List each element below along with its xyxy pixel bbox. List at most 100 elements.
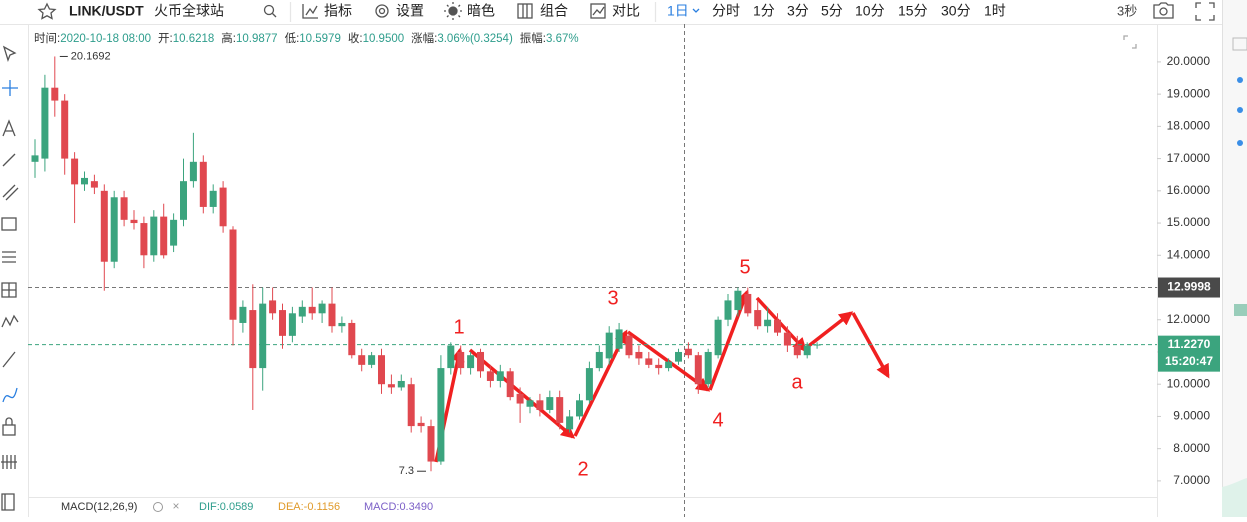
candle-body (417, 422, 425, 427)
tool-button[interactable]: 暗色 (467, 3, 495, 19)
info-value: 10.5979 (299, 33, 341, 45)
candle-body (407, 384, 415, 427)
screenshot-icon[interactable] (1153, 2, 1174, 19)
candle-body (110, 197, 118, 262)
info-value: 3.67% (546, 33, 579, 45)
wave-label: 4 (712, 409, 723, 431)
candle-body (140, 223, 148, 256)
candle-body (615, 329, 623, 349)
candle-body (486, 371, 494, 381)
interval-button[interactable]: 1时 (984, 3, 1006, 19)
candle-body (576, 400, 583, 417)
candle-body (130, 219, 138, 224)
interval-button[interactable]: 1日 (667, 3, 689, 19)
info-label: 涨幅: (411, 32, 437, 45)
ohlc-info: 时间:2020-10-18 08:00 开:10.6218 高:10.9877 低:1… (34, 31, 579, 45)
candle-body (675, 351, 682, 362)
fib-tool[interactable] (2, 251, 16, 263)
toolbar (0, 0, 1247, 24)
tool-button[interactable]: 对比 (612, 3, 640, 19)
min-marker-label: 7.3 (399, 465, 414, 477)
delete-tool[interactable] (1, 493, 15, 511)
info-label: 开: (158, 33, 173, 45)
y-tick-label: 8.0000 (1173, 441, 1210, 455)
candle-body (803, 345, 811, 356)
symbol[interactable]: LINK/USDT (69, 3, 144, 19)
brush-tool[interactable] (2, 387, 18, 403)
text-tool[interactable] (2, 119, 16, 137)
line-tool[interactable] (2, 153, 16, 167)
refresh-rate[interactable]: 3秒 (1117, 3, 1137, 18)
tool-button[interactable]: 组合 (540, 3, 568, 19)
candle-body (665, 361, 673, 369)
wave-tool[interactable] (1, 314, 19, 328)
y-tick-label: 19.0000 (1167, 86, 1211, 100)
candle-body (249, 310, 257, 369)
rect-tool[interactable] (1, 217, 17, 231)
candle-body (160, 216, 168, 256)
layout-icon[interactable] (517, 3, 533, 19)
candle-body (61, 100, 69, 159)
candle-body (793, 345, 801, 356)
wave-label: 5 (739, 256, 750, 278)
candle-body (625, 335, 633, 356)
crosshair-price-box (1158, 277, 1220, 298)
candle-body (536, 400, 544, 410)
grid-tool[interactable] (1, 282, 17, 298)
indicator-name[interactable]: MACD(12,26,9) (61, 501, 137, 513)
candle-body (259, 303, 267, 369)
info-label: 高: (221, 31, 236, 45)
candle-body (298, 306, 306, 317)
tool-button[interactable]: 设置 (396, 3, 424, 19)
wave-label: 1 (453, 316, 464, 338)
crosshair-tool[interactable] (2, 80, 18, 96)
candle-body (189, 161, 197, 182)
interval-button[interactable]: 分时 (712, 3, 740, 19)
fullscreen-icon[interactable] (1195, 2, 1215, 21)
candle-body (170, 219, 178, 246)
candle-body (734, 290, 742, 311)
candle-body (556, 397, 564, 423)
favorite-icon[interactable] (37, 2, 57, 20)
candle-body (714, 319, 722, 356)
tool-button[interactable]: 指标 (324, 3, 352, 19)
lock-tool[interactable] (2, 424, 16, 436)
cursor-tool[interactable] (2, 45, 17, 62)
candle-body (100, 190, 108, 262)
y-tick-label: 10.0000 (1167, 376, 1211, 390)
interval-dropdown[interactable] (692, 8, 700, 13)
interval-button[interactable]: 30分 (941, 3, 971, 19)
side-panel (1222, 0, 1247, 517)
interval-button[interactable]: 1分 (753, 3, 775, 19)
candle-body (51, 87, 59, 101)
info-value: 10.6218 (173, 33, 215, 45)
magnet-tool[interactable] (1, 455, 17, 469)
settings-icon[interactable] (375, 4, 389, 18)
candle-body (724, 300, 732, 320)
candle-body (655, 364, 663, 369)
interval-button[interactable]: 5分 (821, 3, 843, 19)
compare-icon[interactable] (590, 3, 606, 19)
measure-tool[interactable] (2, 351, 16, 368)
expand-icon[interactable] (1123, 35, 1137, 49)
plot-area: 7.00008.00009.000010.000011.000012.00001… (28, 50, 1220, 487)
candle-body (269, 300, 277, 314)
search-icon[interactable] (263, 4, 275, 16)
interval-button[interactable]: 10分 (855, 3, 885, 19)
interval-button[interactable]: 15分 (898, 3, 928, 19)
candle-body (180, 181, 187, 220)
candle-body (546, 397, 554, 410)
indicator-settings[interactable] (153, 502, 163, 512)
theme-icon[interactable] (448, 6, 458, 16)
indicator-close[interactable]: × (172, 499, 179, 513)
interval-button[interactable]: 3分 (787, 3, 809, 19)
candle-body (279, 310, 286, 336)
candle-body (120, 197, 128, 220)
channel-tool[interactable] (2, 184, 19, 201)
drawing-tools (1, 45, 19, 511)
wave-label: 2 (577, 458, 588, 480)
y-tick-label: 9.0000 (1173, 409, 1210, 423)
crosshair-price-label: 12.9998 (1167, 280, 1211, 294)
indicator-icon[interactable] (302, 4, 318, 19)
